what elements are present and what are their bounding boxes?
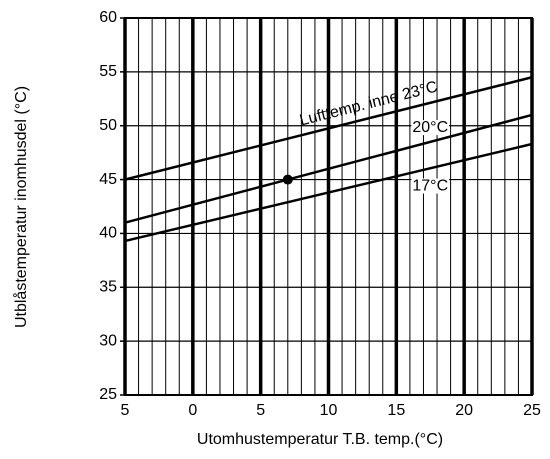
x-tick-label: 15 [387, 402, 405, 419]
series-label: 20°C [412, 119, 448, 136]
series-label-group: 17°C [411, 177, 450, 194]
series-label: 17°C [412, 177, 448, 194]
y-axis-label: Utblåstemperatur inomhusdel (°C) [12, 86, 30, 328]
y-tick-label: 25 [99, 386, 117, 403]
label-background [411, 178, 450, 194]
x-tick-label: 0 [188, 402, 197, 419]
y-tick-label: 55 [99, 63, 117, 80]
y-tick-label: 30 [99, 332, 117, 349]
x-axis-label: Utomhustemperatur T.B. temp.(°C) [197, 431, 443, 448]
x-tick-label: 10 [320, 402, 338, 419]
y-tick-label: 60 [99, 9, 117, 26]
y-tick-label: 40 [99, 225, 117, 242]
label-background [411, 120, 450, 136]
marker [282, 174, 293, 185]
y-tick-label: 45 [99, 171, 117, 188]
data-line [124, 113, 533, 224]
plot-frame [124, 17, 533, 396]
x-tick-label: 5 [256, 402, 265, 419]
y-tick-label: 50 [99, 117, 117, 134]
x-tick-label: 20 [455, 402, 473, 419]
data-line [124, 76, 533, 181]
x-tick-label: 5 [121, 402, 130, 419]
x-tick-label: 25 [523, 402, 541, 419]
data-line [124, 142, 533, 243]
series-label-group: 20°C [411, 119, 450, 136]
y-tick-label: 35 [99, 279, 117, 296]
